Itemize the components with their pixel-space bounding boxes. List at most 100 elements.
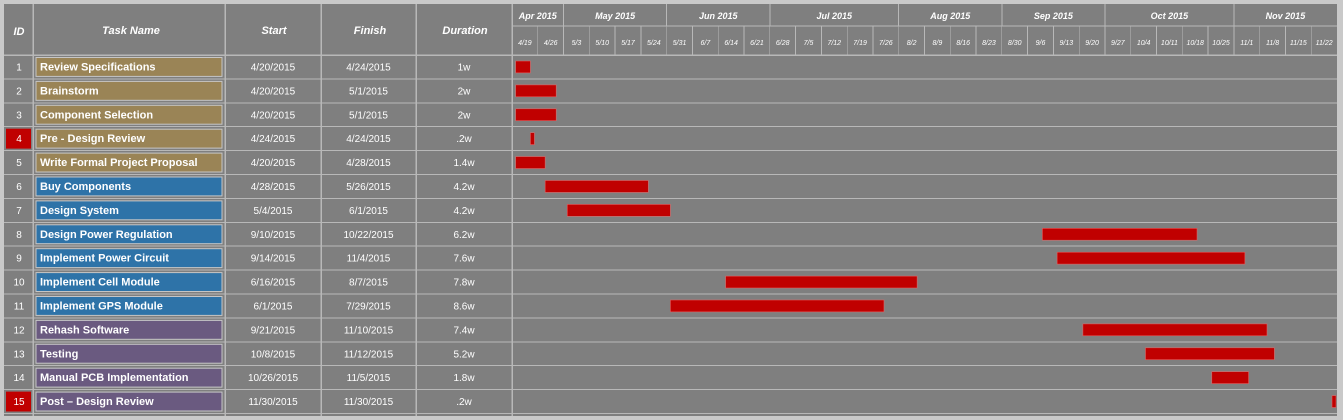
- gantt-bar: [566, 204, 671, 217]
- task-name: Implement GPS Module: [40, 300, 163, 312]
- week-label: 7/5: [804, 40, 814, 47]
- milestone-id-highlight: [6, 391, 31, 412]
- task-duration: .2w: [456, 397, 472, 408]
- task-name-cell: [35, 272, 223, 293]
- task-start: 9/14/2015: [251, 254, 296, 265]
- task-id: 11: [14, 301, 25, 312]
- task-name: Rehash Software: [40, 324, 129, 336]
- task-start: 10/26/2015: [248, 373, 298, 384]
- task-name-cell: [35, 104, 223, 125]
- task-duration: 5.2w: [453, 349, 475, 360]
- task-start: 4/20/2015: [251, 86, 296, 97]
- task-name: Implement Power Circuit: [40, 253, 169, 265]
- gantt-chart: ID Task Name Start Finish Duration Apr 2…: [4, 4, 1337, 416]
- task-name-cell: [35, 319, 223, 340]
- task-finish: 11/30/2015: [344, 397, 394, 408]
- task-name-cell: [35, 224, 223, 245]
- task-finish: 11/4/2015: [347, 254, 391, 265]
- task-name: Implement Cell Module: [40, 277, 160, 289]
- month-label: Aug 2015: [929, 11, 971, 21]
- header-id: ID: [14, 26, 25, 38]
- week-label: 8/23: [982, 40, 996, 47]
- week-label: 10/11: [1161, 40, 1178, 47]
- task-name-cell: [35, 248, 223, 269]
- task-finish: 11/12/2015: [344, 349, 394, 360]
- task-name-cell: [35, 367, 223, 388]
- month-label: Sep 2015: [1034, 11, 1074, 21]
- week-label: 11/1: [1240, 40, 1253, 47]
- week-label: 5/17: [621, 40, 636, 47]
- task-start: 4/24/2015: [251, 134, 296, 145]
- task-id: 15: [13, 397, 25, 408]
- task-id: 14: [13, 373, 25, 384]
- task-start: 11/30/2015: [248, 397, 298, 408]
- gantt-bar: [544, 180, 649, 193]
- task-name: Buy Components: [40, 181, 131, 193]
- month-label: Jun 2015: [699, 11, 739, 21]
- task-id: 10: [13, 278, 25, 289]
- gantt-bar: [515, 156, 546, 169]
- header-finish: Finish: [354, 25, 387, 37]
- gantt-bar: [515, 60, 531, 74]
- week-label: 6/14: [724, 40, 738, 47]
- gantt-bar: [725, 275, 918, 289]
- task-finish: 6/1/2015: [349, 206, 388, 217]
- header-start: Start: [261, 25, 287, 37]
- week-label: 4/26: [544, 40, 558, 47]
- header-task-name: Task Name: [102, 25, 160, 37]
- week-label: 9/27: [1111, 40, 1126, 47]
- task-name-cell: [35, 391, 223, 412]
- gantt-bar: [1082, 323, 1268, 337]
- gantt-bar: [530, 132, 535, 145]
- week-label: 9/13: [1059, 40, 1073, 47]
- task-id: 2: [16, 86, 22, 97]
- gantt-bar: [1331, 395, 1337, 408]
- gantt-bar: [515, 108, 557, 122]
- task-id: 6: [16, 182, 22, 193]
- task-finish: 10/22/2015: [343, 230, 393, 241]
- task-start: 6/16/2015: [251, 278, 296, 289]
- task-name-cell: [35, 57, 223, 77]
- month-label: Nov 2015: [1266, 11, 1307, 21]
- week-label: 10/4: [1137, 40, 1151, 47]
- task-name: Component Selection: [40, 109, 153, 121]
- month-label: May 2015: [595, 11, 636, 21]
- task-duration: 1.4w: [453, 158, 475, 169]
- week-label: 7/19: [853, 40, 867, 47]
- week-label: 8/16: [956, 40, 970, 47]
- week-label: 6/7: [700, 40, 711, 47]
- task-name: Pre - Design Review: [40, 133, 146, 145]
- task-duration: 2w: [458, 110, 472, 121]
- task-name-cell: [35, 152, 223, 173]
- task-finish: 8/7/2015: [349, 278, 388, 289]
- task-name: Brainstorm: [40, 85, 99, 97]
- task-start: 9/10/2015: [251, 230, 296, 241]
- task-id: 5: [16, 158, 22, 169]
- gantt-bar: [1056, 251, 1246, 265]
- week-label: 5/31: [673, 40, 687, 47]
- milestone-id-highlight: [6, 128, 31, 149]
- gantt-bar: [1042, 228, 1198, 241]
- task-id: 1: [16, 62, 22, 73]
- month-label: Apr 2015: [518, 11, 558, 21]
- week-label: 11/22: [1316, 40, 1333, 47]
- task-id: 7: [16, 206, 22, 217]
- task-finish: 4/24/2015: [346, 62, 391, 73]
- week-label: 10/25: [1212, 40, 1230, 47]
- week-label: 8/2: [907, 40, 917, 47]
- task-start: 4/20/2015: [251, 158, 296, 169]
- task-finish: 7/29/2015: [346, 301, 391, 312]
- task-start: 9/21/2015: [251, 325, 296, 336]
- week-label: 5/10: [595, 40, 609, 47]
- task-start: 10/8/2015: [251, 349, 296, 360]
- week-label: 9/20: [1085, 40, 1099, 47]
- gantt-bar: [1145, 347, 1275, 360]
- task-name-cell: [35, 176, 223, 197]
- task-duration: 6.2w: [453, 230, 475, 241]
- task-id: 12: [13, 325, 25, 336]
- week-label: 7/12: [827, 40, 841, 47]
- task-finish: 5/1/2015: [349, 86, 388, 97]
- task-finish: 4/24/2015: [346, 134, 391, 145]
- gantt-grid: ID Task Name Start Finish Duration Apr 2…: [4, 4, 1337, 416]
- week-label: 11/15: [1290, 40, 1307, 47]
